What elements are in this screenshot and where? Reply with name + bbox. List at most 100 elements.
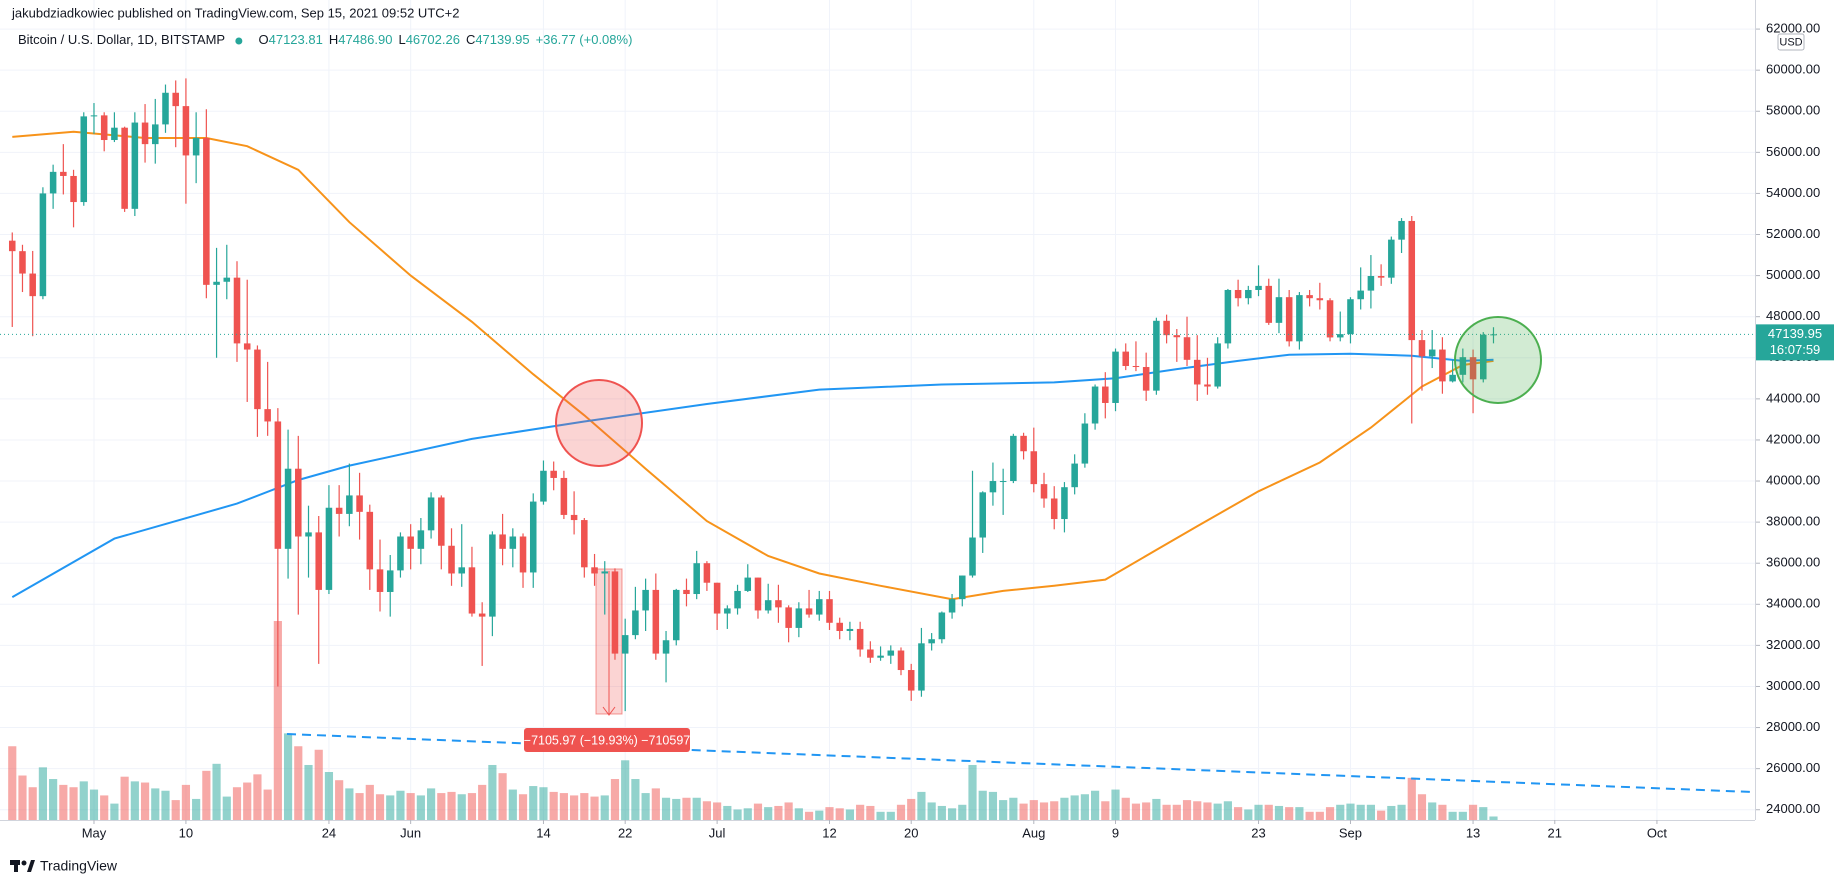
candle-body <box>438 497 445 546</box>
candle-body <box>1439 349 1446 382</box>
y-tick-label: 48000.00 <box>1766 308 1820 323</box>
candle-body <box>928 639 935 644</box>
volume-bar <box>28 787 37 820</box>
volume-bar <box>69 787 78 820</box>
volume-bar <box>835 808 844 820</box>
candle-body <box>652 589 660 654</box>
volume-bar <box>1468 804 1478 820</box>
candle-body <box>1040 484 1048 499</box>
candle-body <box>203 137 210 285</box>
candle-body <box>856 628 864 650</box>
candle-body <box>489 534 496 617</box>
candle-body <box>1010 435 1017 482</box>
logo-part <box>14 860 18 872</box>
candle-body <box>642 589 649 611</box>
symbol-name: Bitcoin / U.S. Dollar, 1D, BITSTAMP <box>18 32 225 47</box>
volume-bar <box>539 787 548 820</box>
candle-body <box>519 536 527 573</box>
volume-bar <box>845 809 855 820</box>
change: +36.77 (+0.08%) <box>536 32 633 47</box>
volume-bar <box>1479 807 1488 820</box>
candle-body <box>192 137 200 156</box>
candle-body <box>1388 239 1395 278</box>
volume-bar <box>1101 801 1110 820</box>
volume-bar <box>324 772 334 820</box>
candle-body <box>1204 384 1211 387</box>
candle-body <box>172 92 179 107</box>
candle-body <box>1490 334 1497 336</box>
x-tick-label: Sep <box>1339 825 1362 840</box>
candle-body <box>611 571 619 654</box>
candle-body <box>121 127 128 209</box>
candles-layer <box>0 78 1755 712</box>
volume-bar <box>181 784 191 820</box>
candle-body <box>693 563 700 595</box>
candle-body <box>19 251 26 274</box>
candle-body <box>560 477 568 515</box>
volume-bar <box>1223 801 1232 820</box>
volume-bar <box>1428 802 1437 820</box>
candle-body <box>1153 320 1160 391</box>
x-tick-label: 24 <box>322 825 336 840</box>
currency-badge <box>1777 33 1805 51</box>
candle-body <box>60 171 67 176</box>
volume-bar <box>815 810 824 820</box>
candle-body <box>417 530 425 549</box>
volume-bar <box>753 803 763 820</box>
candle-body <box>325 507 333 590</box>
volume-bar <box>1305 811 1314 820</box>
candle-body <box>458 567 466 574</box>
candle-body <box>713 582 721 614</box>
candle-body <box>499 534 506 549</box>
volume-bar <box>140 782 150 820</box>
volume-bar <box>294 746 303 820</box>
candle-body <box>407 536 414 549</box>
candle-body <box>1408 220 1416 341</box>
volume-bar <box>794 808 803 820</box>
candle-body <box>397 536 404 571</box>
volume-bar <box>1070 795 1079 820</box>
candle-body <box>672 589 680 641</box>
candle-body <box>1418 340 1426 357</box>
volume-bar <box>161 790 170 820</box>
candle-body <box>601 571 609 574</box>
candle-body <box>581 520 588 568</box>
volume-bar <box>886 811 895 820</box>
ohlc-value: 46702.26 <box>406 32 460 47</box>
candle-body <box>1234 289 1242 299</box>
volume-bar <box>1050 801 1059 820</box>
volume-bar <box>1407 777 1416 820</box>
volume-bar <box>1448 811 1457 820</box>
candle-body <box>591 567 598 574</box>
volume-bar <box>1060 797 1069 820</box>
volume-bar <box>365 784 374 820</box>
candle-body <box>1367 276 1375 291</box>
candle-body <box>8 240 16 252</box>
volume-bar <box>1172 804 1181 820</box>
candle-body <box>243 343 251 350</box>
x-tick-label: 21 <box>1548 825 1562 840</box>
volume-bar <box>804 811 814 820</box>
volume-bar <box>151 788 160 820</box>
market-status-dot <box>235 37 243 45</box>
candle-body <box>1071 463 1078 488</box>
volume-bar <box>1377 810 1386 820</box>
volume-bar <box>171 800 180 820</box>
volume-bar <box>733 809 742 820</box>
candle-body <box>427 497 435 531</box>
candle-body <box>999 481 1007 483</box>
currency: USD <box>1779 36 1802 48</box>
volume-bar <box>978 790 987 820</box>
candle-body <box>1275 297 1283 323</box>
candle-body <box>867 649 874 658</box>
candle-body <box>836 622 843 632</box>
candle-body <box>254 349 261 410</box>
volume-bar <box>100 795 109 820</box>
y-tick-label: 58000.00 <box>1766 103 1820 118</box>
volume-bar <box>1029 800 1038 820</box>
candle-body <box>938 612 946 640</box>
volume-bar <box>784 802 793 820</box>
volume-bar <box>232 787 242 820</box>
candle-body <box>887 650 895 656</box>
candle-body <box>90 115 98 117</box>
